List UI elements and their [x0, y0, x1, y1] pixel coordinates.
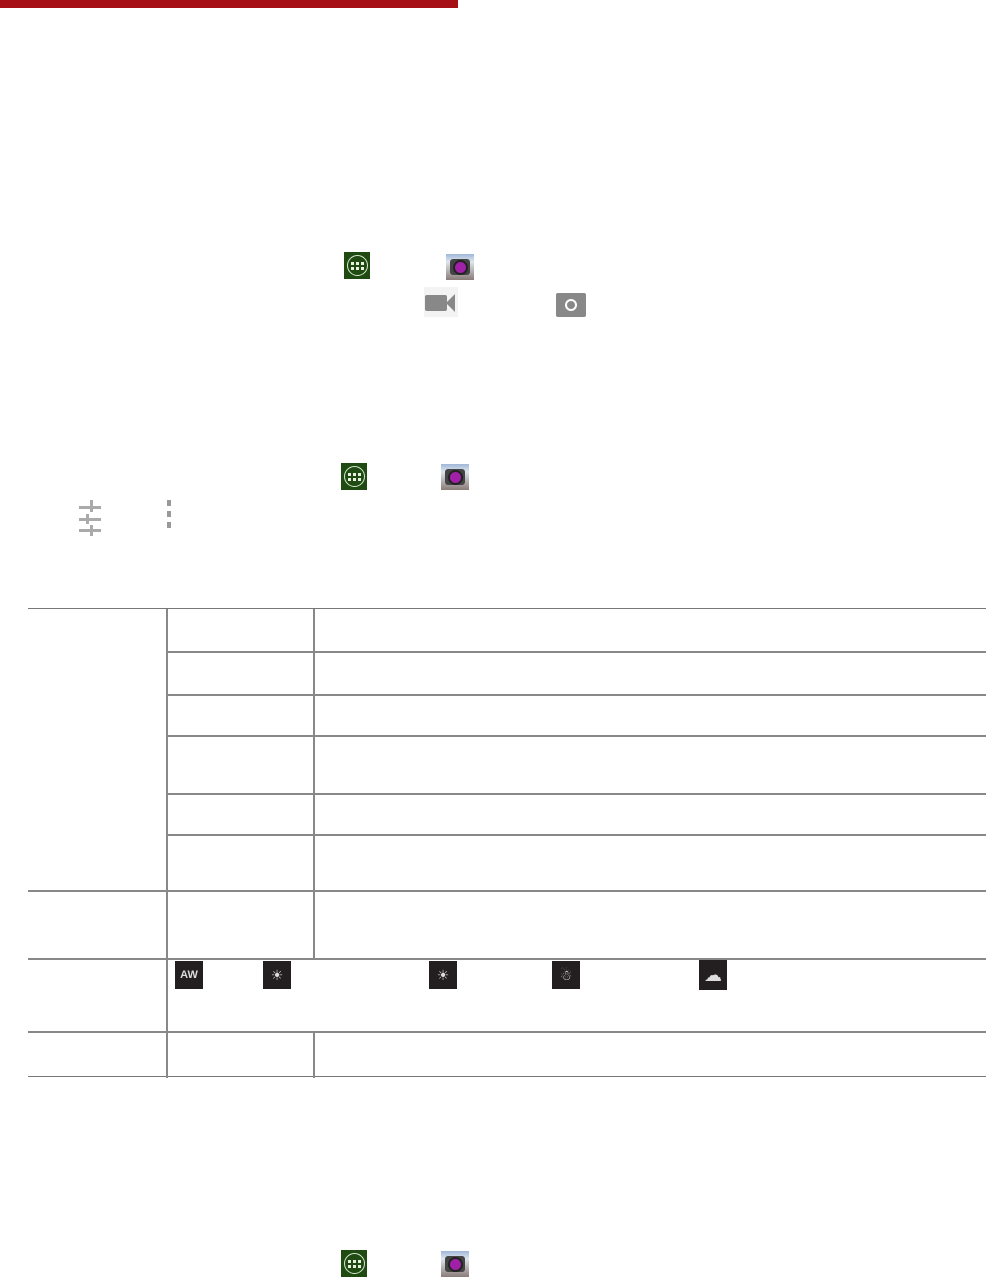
cloudy-icon: ☁: [699, 960, 727, 990]
daylight-icon: ☀: [429, 961, 457, 989]
header-accent-bar: [0, 0, 458, 8]
settings-table: [28, 608, 986, 1078]
video-camera-icon: [424, 287, 458, 317]
camera-app-icon: [441, 1251, 469, 1277]
camera-app-icon: [441, 464, 469, 490]
sliders-icon: [77, 496, 105, 538]
auto-wb-icon: AW: [175, 961, 203, 989]
fluorescent-icon: ☃: [552, 961, 580, 989]
incandescent-icon: ☀: [263, 961, 291, 989]
camera-outline-icon: [556, 293, 586, 317]
more-vertical-icon: [167, 500, 171, 533]
apps-grid-icon: [344, 252, 370, 279]
apps-grid-icon: [341, 463, 367, 490]
apps-grid-icon: [341, 1250, 367, 1277]
camera-app-icon: [446, 254, 474, 280]
